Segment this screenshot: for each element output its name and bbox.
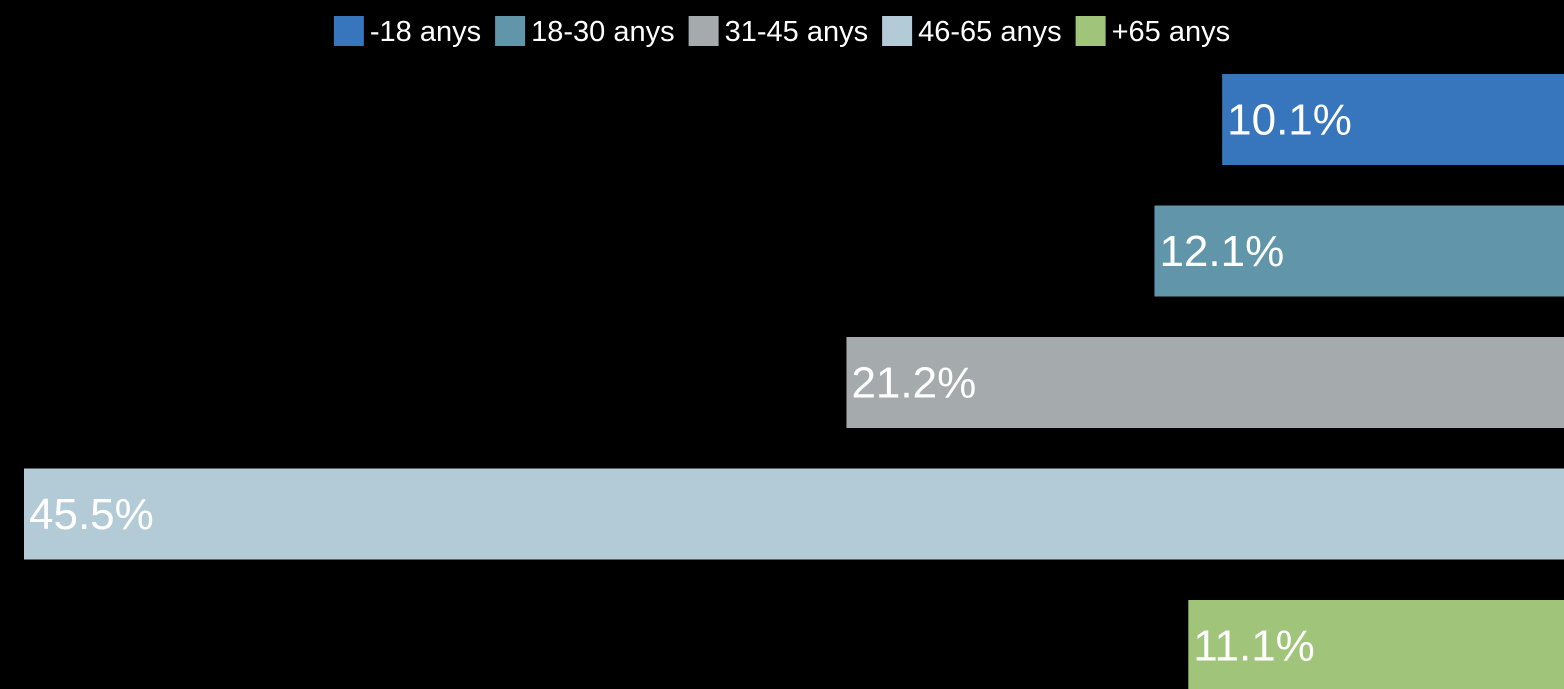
bar-rect xyxy=(1154,205,1564,297)
legend-label: 46-65 anys xyxy=(918,16,1062,48)
data-label: 10.1% xyxy=(1227,96,1352,145)
legend-label: 18-30 anys xyxy=(531,16,675,48)
data-label: 21.2% xyxy=(851,359,976,408)
bar-46-65-anys: 45.5% xyxy=(24,468,1564,560)
legend-swatch xyxy=(882,16,913,46)
bar-18-anys: 10.1% xyxy=(1222,74,1564,165)
bar-rect xyxy=(846,337,1564,428)
legend-item-plus65-anys: +65 anys xyxy=(1075,16,1231,48)
data-label: 12.1% xyxy=(1159,227,1284,276)
bar-31-45-anys: 21.2% xyxy=(846,337,1564,428)
data-label: 11.1% xyxy=(1193,622,1315,671)
bar-rect xyxy=(1222,74,1564,165)
legend-label: +65 anys xyxy=(1112,16,1231,48)
legend-item-31-45-anys: 31-45 anys xyxy=(688,16,869,48)
legend-swatch xyxy=(688,16,719,46)
legend-label: 31-45 anys xyxy=(725,16,869,48)
legend-swatch xyxy=(1075,16,1106,46)
legend-item-18-30-anys: 18-30 anys xyxy=(495,16,675,48)
legend-swatch xyxy=(495,16,526,46)
legend-item-18-anys: -18 anys xyxy=(333,16,481,48)
bar-18-30-anys: 12.1% xyxy=(1154,205,1564,297)
legend-item-46-65-anys: 46-65 anys xyxy=(882,16,1062,48)
bar-plus65-anys: 11.1% xyxy=(1188,600,1564,689)
legend: -18 anys 18-30 anys 31-45 anys 46-65 anys +6… xyxy=(333,16,1231,48)
bar-rect xyxy=(1188,600,1564,689)
legend-label: -18 anys xyxy=(370,16,481,48)
bars: 10.1% 12.1% 21.2% 45.5% 11.1% xyxy=(24,74,1564,689)
bar-rect xyxy=(24,468,1564,560)
legend-swatch xyxy=(333,16,364,46)
data-label: 45.5% xyxy=(29,490,154,539)
